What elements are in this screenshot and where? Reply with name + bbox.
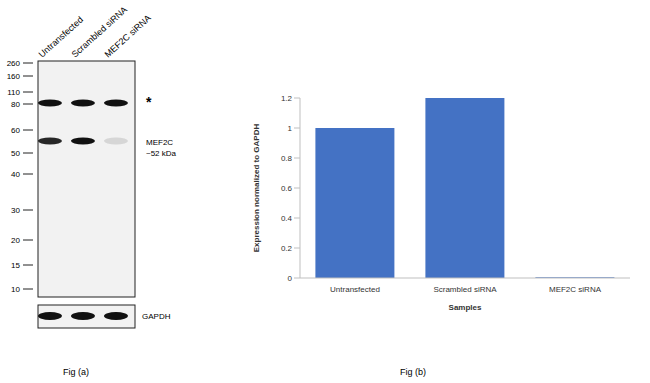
svg-text:30: 30 <box>11 206 20 215</box>
svg-text:20: 20 <box>11 236 20 245</box>
svg-text:GAPDH: GAPDH <box>142 312 171 321</box>
svg-text:0.4: 0.4 <box>281 214 293 223</box>
svg-text:15: 15 <box>11 261 20 270</box>
svg-text:MEF2C siRNA: MEF2C siRNA <box>103 13 153 60</box>
svg-text:60: 60 <box>11 126 20 135</box>
svg-text:Fig (b): Fig (b) <box>400 367 426 377</box>
svg-text:Scrambled siRNA: Scrambled siRNA <box>433 285 497 294</box>
svg-text:110: 110 <box>8 88 21 97</box>
svg-text:1: 1 <box>288 124 293 133</box>
svg-text:*: * <box>146 94 152 110</box>
svg-text:1.2: 1.2 <box>281 94 293 103</box>
svg-text:Expression normalized to GAPDH: Expression normalized to GAPDH <box>252 124 261 253</box>
svg-text:260: 260 <box>8 59 21 68</box>
svg-text:0: 0 <box>288 274 293 283</box>
svg-text:MEF2C: MEF2C <box>146 138 173 147</box>
svg-text:0.2: 0.2 <box>281 244 293 253</box>
svg-text:80: 80 <box>11 100 20 109</box>
svg-text:50: 50 <box>11 149 20 158</box>
svg-text:Scrambled siRNA: Scrambled siRNA <box>70 5 129 60</box>
svg-text:0.6: 0.6 <box>281 184 293 193</box>
svg-text:Fig (a): Fig (a) <box>63 367 89 377</box>
svg-text:0.8: 0.8 <box>281 154 293 163</box>
svg-text:MEF2C siRNA: MEF2C siRNA <box>549 285 602 294</box>
svg-text:10: 10 <box>11 285 20 294</box>
svg-text:~52 kDa: ~52 kDa <box>146 149 177 158</box>
svg-text:40: 40 <box>11 170 20 179</box>
svg-text:Untransfected: Untransfected <box>36 14 85 60</box>
svg-text:Samples: Samples <box>449 303 482 312</box>
svg-text:Untransfected: Untransfected <box>330 285 380 294</box>
svg-text:160: 160 <box>8 72 21 81</box>
